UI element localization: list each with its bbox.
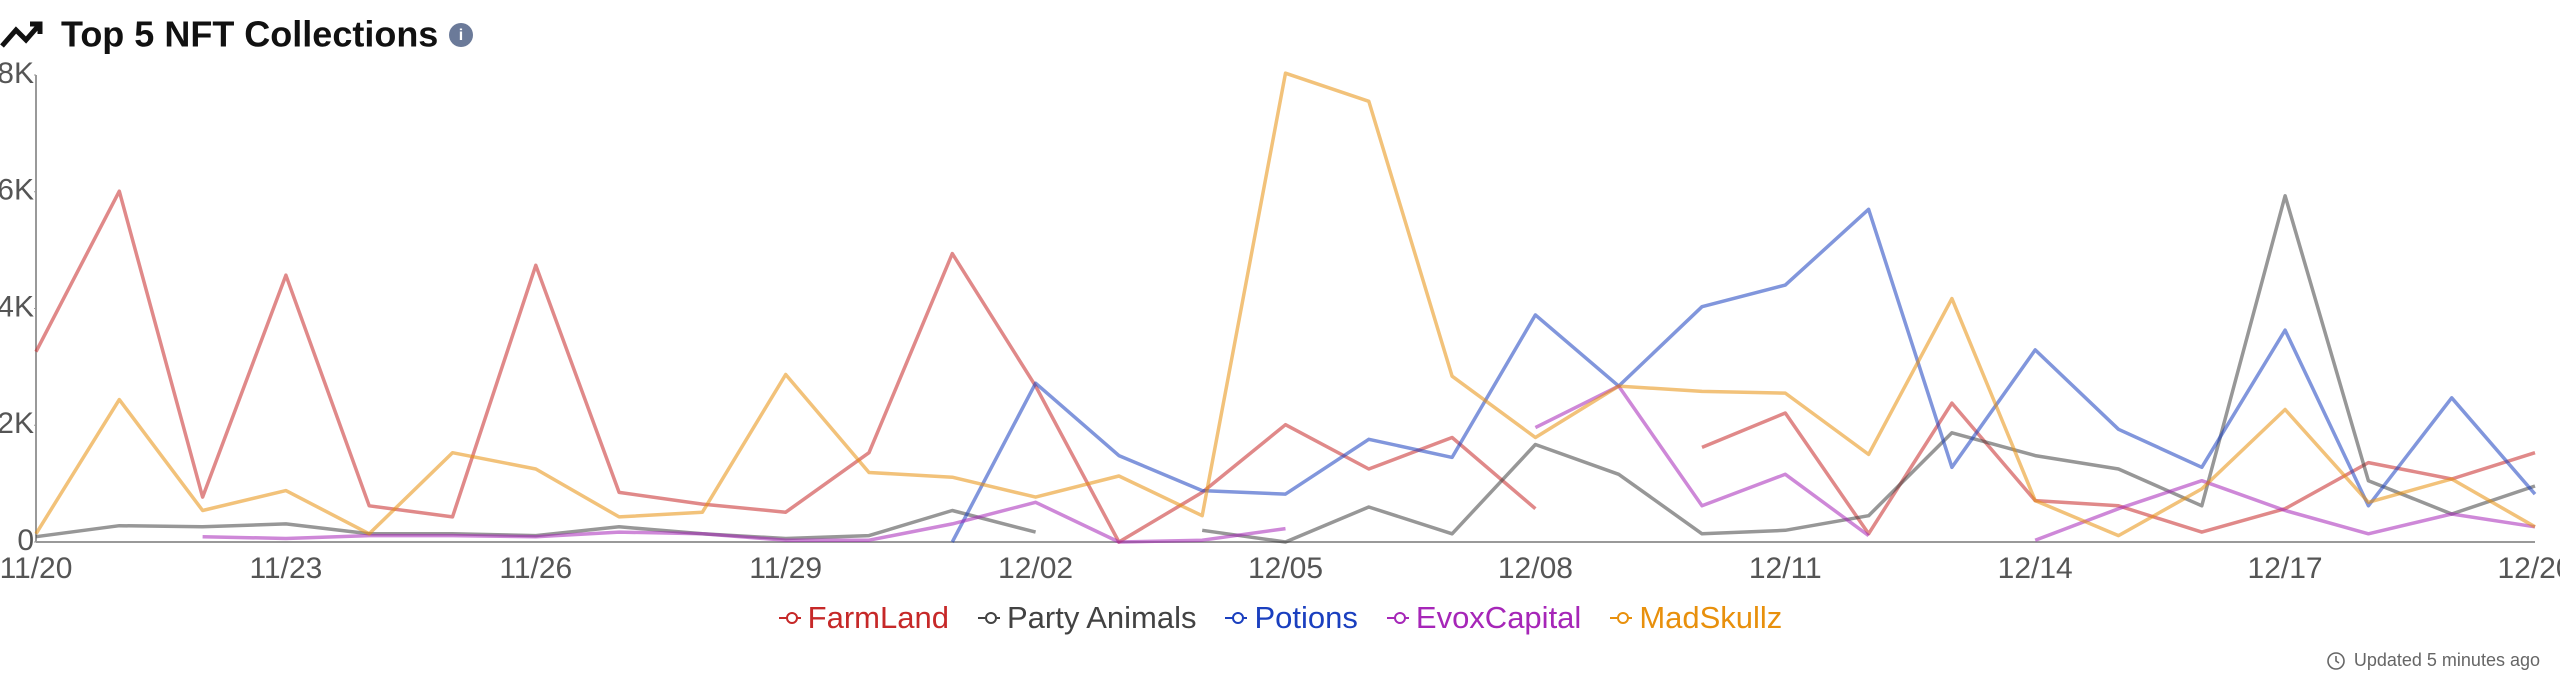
x-tick-label: 12/05 <box>1248 552 1323 585</box>
y-tick-label: 0 <box>17 524 34 557</box>
x-tick-label: 12/20 <box>2497 552 2560 585</box>
legend-item[interactable]: Party Animals <box>977 600 1197 636</box>
legend-label: MadSkullz <box>1639 600 1783 635</box>
legend-label: Party Animals <box>1006 600 1197 635</box>
x-tick-label: 12/14 <box>1998 552 2073 585</box>
y-tick-label: 6K <box>0 174 34 207</box>
legend-marker <box>1610 612 1633 624</box>
x-tick-label: 12/02 <box>998 552 1073 585</box>
trend-icon <box>0 21 43 48</box>
x-tick-label: 11/26 <box>499 552 572 585</box>
legend-marker <box>977 612 1000 624</box>
legend-label: Potions <box>1254 600 1358 635</box>
clock-icon <box>2327 651 2345 670</box>
x-tick-label: 11/23 <box>249 552 322 585</box>
svg-text:i: i <box>459 27 463 44</box>
updated-note: Updated 5 minutes ago <box>2326 650 2540 671</box>
legend-item[interactable]: FarmLand <box>778 600 949 636</box>
x-tick-label: 11/29 <box>749 552 822 585</box>
legend-item[interactable]: EvoxCapital <box>1386 600 1581 636</box>
legend: FarmLand Party Animals Potions EvoxCapital M… <box>0 600 2560 636</box>
series-line <box>950 207 2537 543</box>
x-tick-label: 12/17 <box>2248 552 2323 585</box>
series-line <box>202 384 2536 544</box>
chart-title: Top 5 NFT Collections <box>61 14 438 55</box>
legend-item[interactable]: MadSkullz <box>1609 600 1782 636</box>
y-tick-label: 4K <box>0 290 34 323</box>
legend-marker <box>1386 612 1409 624</box>
updated-text: Updated 5 minutes ago <box>2353 650 2540 670</box>
chart: Top 5 NFT Collections i 0 2K 4K 6K 8K 11/20 11… <box>0 14 2560 585</box>
y-tick-label: 8K <box>0 57 34 90</box>
series-line <box>34 71 2536 538</box>
legend-marker <box>1225 612 1248 624</box>
legend-marker <box>778 612 801 624</box>
legend-label: EvoxCapital <box>1415 600 1582 635</box>
x-tick-label: 12/08 <box>1498 552 1573 585</box>
legend-item[interactable]: Potions <box>1224 600 1358 636</box>
series-line <box>35 194 2536 544</box>
x-tick-label: 12/11 <box>1749 552 1822 585</box>
info-icon[interactable]: i <box>449 23 473 47</box>
y-tick-label: 2K <box>0 407 34 440</box>
series-line <box>34 189 2536 544</box>
x-tick-label: 11/20 <box>0 552 72 585</box>
legend-label: FarmLand <box>807 600 949 635</box>
